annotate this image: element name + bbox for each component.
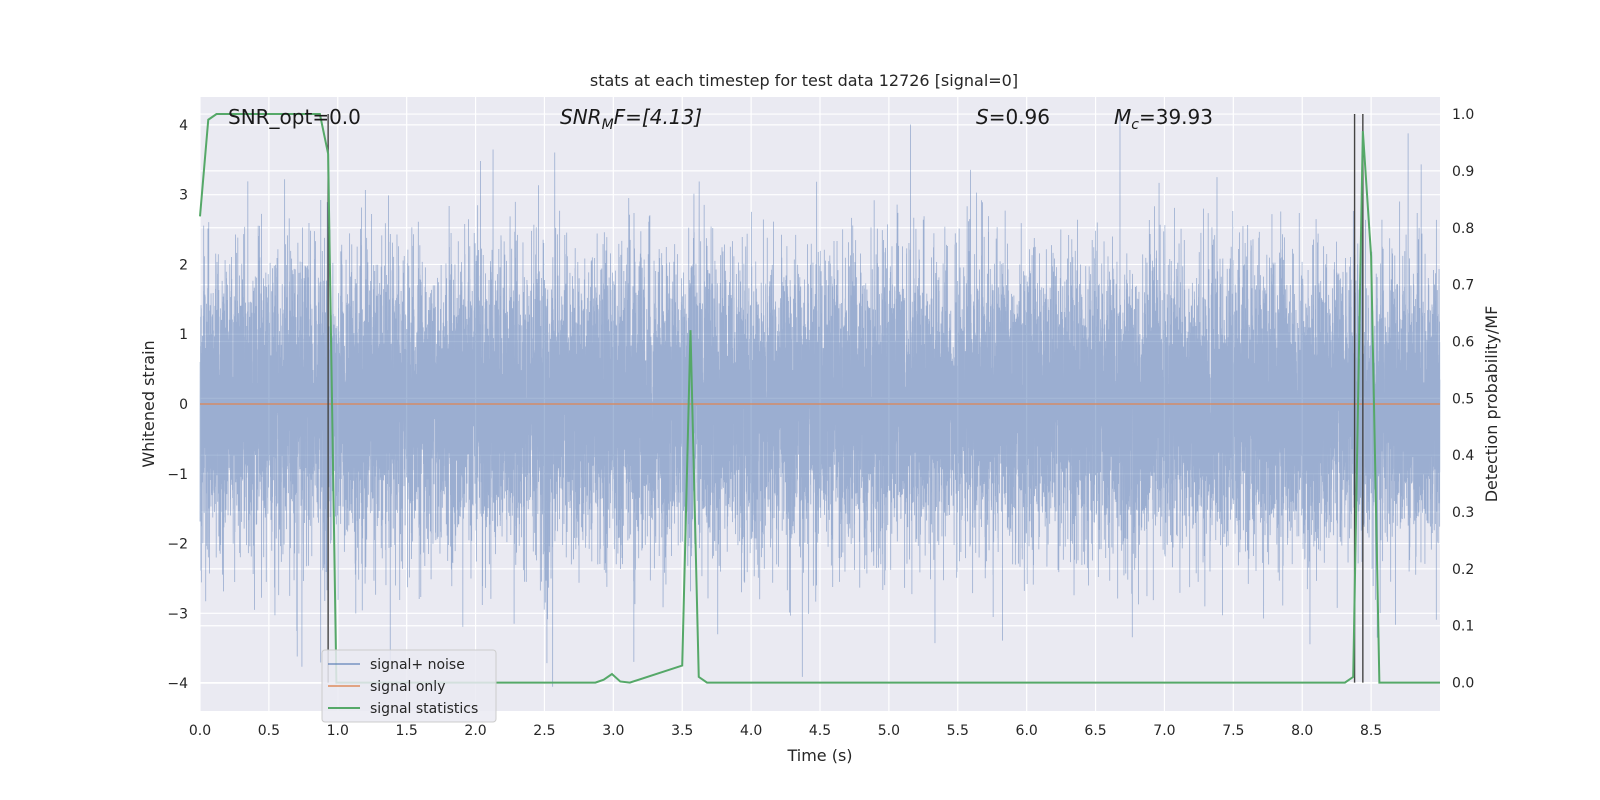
x-axis-label: Time (s): [786, 746, 852, 765]
right-y-tick-label: 0.9: [1452, 164, 1474, 180]
signal-statistics-line: [199, 113, 1440, 684]
x-tick-label: 7.5: [1222, 723, 1244, 739]
x-tick-label: 5.5: [947, 723, 969, 739]
x-tick-label: 3.0: [602, 723, 624, 739]
annotation-snr-opt: SNR_opt=0.0: [228, 105, 361, 129]
chart-title: stats at each timestep for test data 127…: [590, 71, 1018, 90]
left-y-tick-label: 3: [179, 188, 188, 204]
s-label: S: [976, 105, 989, 129]
left-y-tick-label: −4: [167, 676, 188, 692]
x-tick-label: 0.0: [189, 723, 211, 739]
x-tick-label: 5.0: [878, 723, 900, 739]
mc-base: M: [1114, 105, 1131, 129]
x-tick-label: 7.0: [1153, 723, 1175, 739]
snr-mf-base: SNR: [560, 105, 602, 129]
x-tick-label: 2.0: [464, 723, 486, 739]
left-y-tick-label: 0: [179, 397, 188, 413]
right-y-tick-label: 0.2: [1452, 562, 1474, 578]
mc-value: =39.93: [1139, 105, 1213, 129]
annotation-s: S=0.96: [976, 105, 1050, 129]
left-y-tick-label: −3: [167, 606, 188, 622]
x-tick-label: 6.5: [1084, 723, 1106, 739]
series-signal-plus-noise: [199, 109, 1441, 687]
right-y-tick-label: 0.4: [1452, 448, 1474, 464]
signal-plus-noise-line: [199, 109, 1441, 687]
right-y-axis-label: Detection probability/MF: [1482, 306, 1501, 503]
x-tick-label: 0.5: [258, 723, 280, 739]
right-y-tick-label: 0.0: [1452, 676, 1474, 692]
annotation-snr-mf: SNRMF=[4.13]: [560, 105, 702, 133]
s-value: =0.96: [989, 105, 1050, 129]
legend-box: [321, 649, 497, 723]
x-tick-label: 6.0: [1016, 723, 1038, 739]
snr-mf-rest: F=[4.13]: [614, 105, 702, 129]
left-y-tick-label: 4: [179, 118, 188, 134]
mc-sub: c: [1131, 117, 1139, 133]
series-signal-statistics: [199, 113, 1440, 684]
left-y-tick-label: 2: [179, 257, 188, 273]
left-y-tick-label: 1: [179, 327, 188, 343]
x-tick-label: 4.5: [809, 723, 831, 739]
x-tick-label: 8.5: [1360, 723, 1382, 739]
right-y-axis-ticks: 1.0 0.9 0.8 0.7 0.6 0.5 0.4 0.3 0.2 0.1 0.0: [1452, 107, 1474, 692]
legend-label-signal-only: signal only: [370, 679, 445, 695]
x-tick-label: 1.0: [327, 723, 349, 739]
left-y-axis-ticks: 4 3 2 1 0 −1 −2 −3 −4: [167, 118, 188, 692]
annotation-mc: Mc=39.93: [1114, 105, 1213, 133]
x-tick-label: 4.0: [740, 723, 762, 739]
legend-label-signal-plus-noise: signal+ noise: [370, 657, 465, 673]
x-axis-ticks: 0.0 0.5 1.0 1.5 2.0 2.5 3.0 3.5 4.0 4.5 5.0 5.5 6.0 6…: [189, 723, 1382, 739]
right-y-tick-label: 0.7: [1452, 278, 1474, 294]
snr-mf-sub: M: [602, 117, 614, 133]
right-y-tick-label: 0.6: [1452, 334, 1474, 350]
x-tick-label: 8.0: [1291, 723, 1313, 739]
right-y-tick-label: 0.1: [1452, 619, 1474, 635]
legend: signal+ noise signal only signal statist…: [321, 649, 497, 723]
left-y-tick-label: −2: [167, 537, 188, 553]
right-y-tick-label: 0.3: [1452, 505, 1474, 521]
x-tick-label: 2.5: [533, 723, 555, 739]
right-y-tick-label: 1.0: [1452, 107, 1474, 123]
legend-label-signal-statistics: signal statistics: [370, 701, 478, 717]
left-y-tick-label: −1: [167, 467, 188, 483]
left-y-axis-label: Whitened strain: [139, 340, 158, 467]
right-y-tick-label: 0.5: [1452, 391, 1474, 407]
right-y-tick-label: 0.8: [1452, 221, 1474, 237]
x-tick-label: 1.5: [396, 723, 418, 739]
x-tick-label: 3.5: [671, 723, 693, 739]
